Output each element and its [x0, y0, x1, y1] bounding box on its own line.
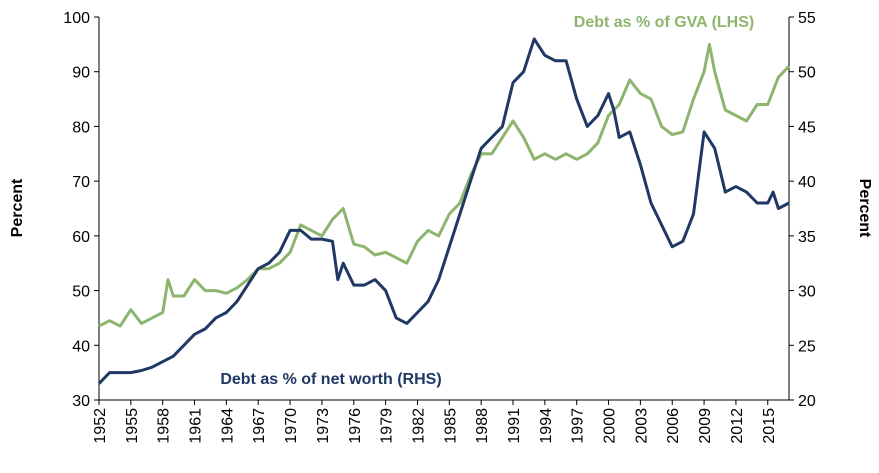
- x-tick-label: 1991: [506, 408, 523, 444]
- y2-tick-label: 55: [798, 10, 816, 27]
- x-tick-label: 1976: [347, 408, 364, 444]
- y2-tick-label: 30: [798, 284, 816, 301]
- x-tick-label: 1994: [538, 408, 555, 444]
- series-label: Debt as % of GVA (LHS): [574, 14, 754, 31]
- y-tick-label: 100: [63, 10, 90, 27]
- x-tick-label: 1997: [570, 408, 587, 444]
- x-tick-label: 1973: [315, 408, 332, 444]
- y-tick-label: 60: [72, 229, 90, 246]
- x-tick-label: 1979: [379, 408, 396, 444]
- x-tick-label: 1982: [410, 408, 427, 444]
- x-tick-label: 1952: [92, 408, 109, 444]
- y2-tick-label: 40: [798, 174, 816, 191]
- y2-tick-label: 35: [798, 229, 816, 246]
- x-tick-label: 2006: [665, 408, 682, 444]
- y2-tick-label: 25: [798, 338, 816, 355]
- y2-tick-label: 50: [798, 65, 816, 82]
- y2-axis-label: Percent: [856, 179, 873, 238]
- y-tick-label: 80: [72, 119, 90, 136]
- series-line: [97, 37, 790, 385]
- y-tick-label: 30: [72, 393, 90, 410]
- x-tick-label: 2009: [697, 408, 714, 444]
- x-tick-label: 2012: [729, 408, 746, 444]
- y2-tick-label: 45: [798, 119, 816, 136]
- x-tick-label: 2000: [602, 408, 619, 444]
- series-line: [98, 42, 791, 328]
- series-label: Debt as % of net worth (RHS): [220, 371, 441, 388]
- x-tick-label: 2003: [633, 408, 650, 444]
- x-tick-label: 1985: [442, 408, 459, 444]
- x-tick-label: 1967: [251, 408, 268, 444]
- x-tick-label: 1988: [474, 408, 491, 444]
- y-axis-label: Percent: [9, 178, 26, 237]
- x-tick-label: 1961: [188, 408, 205, 444]
- y-tick-label: 50: [72, 284, 90, 301]
- x-tick-label: 1970: [283, 408, 300, 444]
- x-tick-label: 1964: [219, 408, 236, 444]
- x-tick-label: 1958: [156, 408, 173, 444]
- y-tick-label: 90: [72, 65, 90, 82]
- x-tick-label: 2015: [761, 408, 778, 444]
- x-tick-label: 1955: [124, 408, 141, 444]
- y2-tick-label: 20: [798, 393, 816, 410]
- y-tick-label: 40: [72, 338, 90, 355]
- y-tick-label: 70: [72, 174, 90, 191]
